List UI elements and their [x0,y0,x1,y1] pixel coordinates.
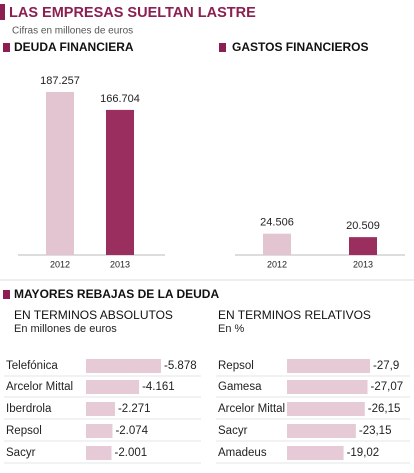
value-label: -19,02 [347,447,380,459]
x-tick-label: 2013 [110,259,130,269]
bar [287,446,344,460]
bar [263,233,291,255]
main-title: LAS EMPRESAS SUELTAN LASTRE [9,5,256,21]
x-tick-label: 2013 [353,259,373,269]
title-marker [0,4,5,20]
value-label: 187.257 [40,75,80,87]
bar [287,424,356,438]
bar [86,424,113,438]
chart-title: DEUDA FINANCIERA [14,40,134,54]
bar [86,402,115,416]
section-marker [219,43,226,52]
value-label: -5.878 [164,360,197,372]
value-label: -23,15 [359,425,392,437]
bar [86,380,140,394]
bar [287,380,368,394]
category-label: Arcelor Mittal [218,403,285,415]
value-label: -27,9 [373,360,399,372]
category-label: Amadeus [218,447,267,459]
value-label: -2.001 [115,447,148,459]
value-label: 24.506 [260,217,294,229]
bar [46,92,74,255]
section-marker [3,43,10,52]
value-label: 20.509 [346,220,380,232]
bar [86,446,112,460]
subtitle: Cifras en millones de euros [12,26,133,37]
section-marker [3,290,10,299]
category-label: Sacyr [6,447,36,459]
value-label: -2.074 [115,425,148,437]
bar [106,109,134,255]
value-label: -2.271 [118,403,151,415]
x-tick-label: 2012 [267,259,287,269]
bar [287,359,370,373]
category-label: Repsol [218,360,254,372]
category-label: Gamesa [218,381,262,393]
category-label: Repsol [6,425,42,437]
bar [287,402,365,416]
chart-title: EN TERMINOS RELATIVOS [218,308,371,322]
chart-subtitle: En millones de euros [14,323,117,335]
category-label: Arcelor Mittal [6,381,73,393]
value-label: -26,15 [368,403,401,415]
value-label: -4.161 [142,381,175,393]
chart-title: EN TERMINOS ABSOLUTOS [14,308,173,322]
value-label: -27,07 [371,381,404,393]
chart-title: GASTOS FINANCIEROS [232,40,368,54]
chart-subtitle: En % [218,323,245,335]
bar [86,359,161,373]
category-label: Iberdrola [6,403,52,415]
value-label: 166.704 [100,93,140,105]
section-title: MAYORES REBAJAS DE LA DEUDA [14,287,219,301]
x-tick-label: 2012 [50,259,70,269]
bar [349,237,377,255]
category-label: Telefónica [6,360,58,372]
category-label: Sacyr [218,425,248,437]
